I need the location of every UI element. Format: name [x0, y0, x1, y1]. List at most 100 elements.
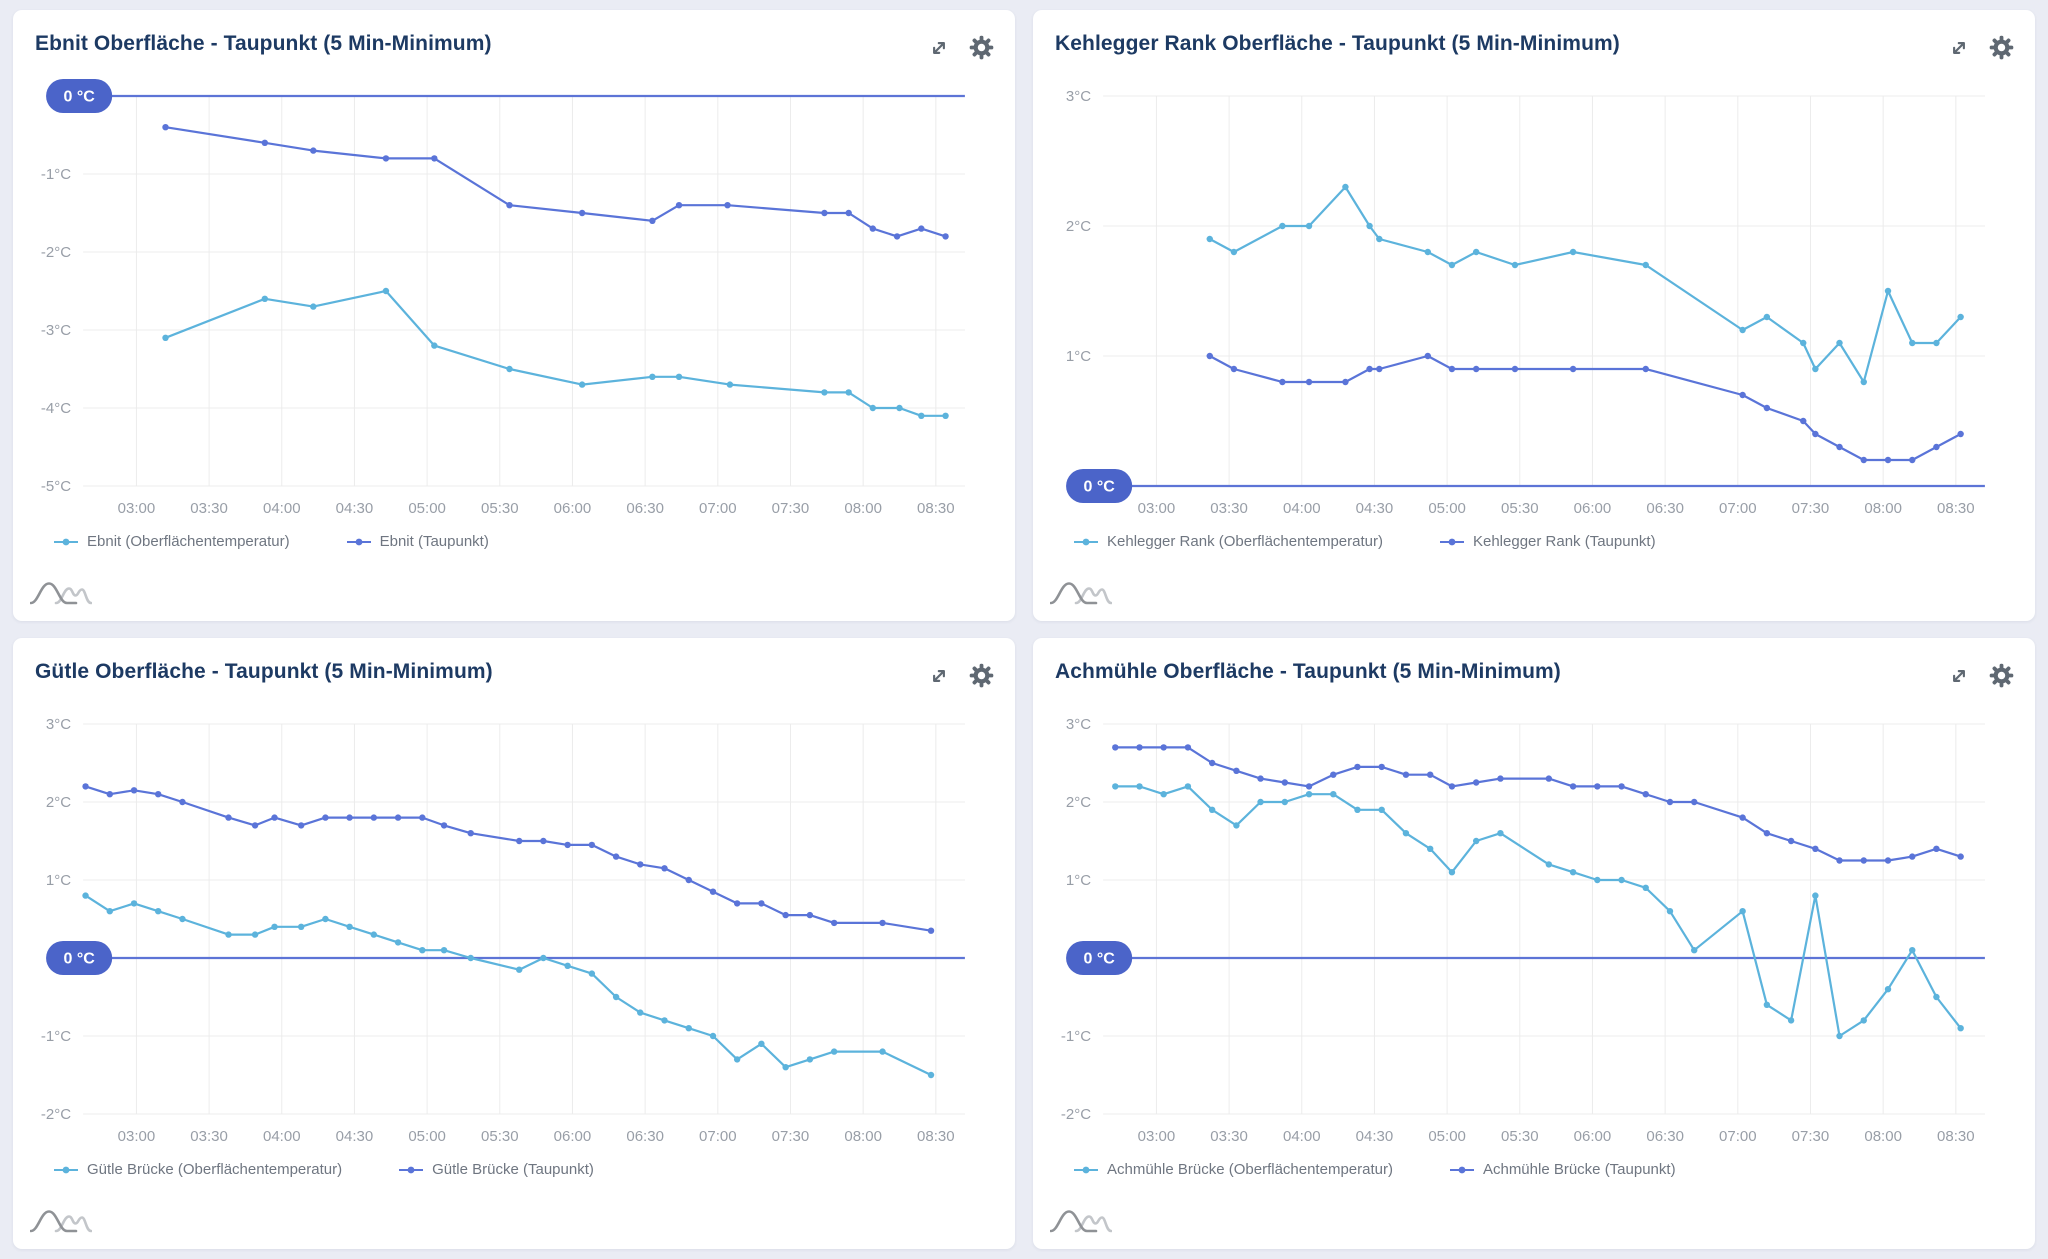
legend-item-dewpoint[interactable]: Achmühle Brücke (Taupunkt) — [1449, 1161, 1676, 1178]
gear-icon[interactable] — [968, 34, 995, 61]
legend-item-dewpoint[interactable]: Kehlegger Rank (Taupunkt) — [1439, 533, 1656, 550]
chart-legend: Ebnit (Oberflächentemperatur) Ebnit (Tau… — [13, 533, 1015, 550]
hills-logo-icon — [29, 1206, 93, 1236]
svg-text:07:30: 07:30 — [1792, 1128, 1830, 1145]
gear-icon[interactable] — [1988, 662, 2015, 689]
expand-icon[interactable] — [926, 35, 952, 61]
svg-text:07:30: 07:30 — [772, 1128, 810, 1145]
expand-icon[interactable] — [1946, 663, 1972, 689]
svg-text:03:00: 03:00 — [118, 1128, 156, 1145]
svg-text:04:30: 04:30 — [1356, 500, 1394, 517]
legend-item-surface[interactable]: Ebnit (Oberflächentemperatur) — [53, 533, 290, 550]
svg-text:1°C: 1°C — [1066, 348, 1091, 365]
legend-marker-icon — [1439, 538, 1464, 545]
svg-text:-2°C: -2°C — [41, 244, 71, 261]
svg-text:07:00: 07:00 — [699, 500, 737, 517]
panel-title: Ebnit Oberfläche - Taupunkt (5 Min-Minim… — [35, 32, 492, 55]
svg-text:03:30: 03:30 — [1210, 1128, 1248, 1145]
svg-text:03:30: 03:30 — [1210, 500, 1248, 517]
svg-text:08:30: 08:30 — [917, 500, 955, 517]
svg-text:3°C: 3°C — [46, 716, 71, 733]
svg-text:06:00: 06:00 — [1574, 1128, 1612, 1145]
svg-text:2°C: 2°C — [1066, 218, 1091, 235]
legend-label: Achmühle Brücke (Oberflächentemperatur) — [1107, 1161, 1393, 1178]
hills-logo-icon — [29, 578, 93, 608]
panel-actions — [926, 662, 995, 689]
legend-marker-icon — [1074, 538, 1098, 545]
gear-icon[interactable] — [968, 662, 995, 689]
svg-text:03:00: 03:00 — [118, 500, 156, 517]
panel-title: Kehlegger Rank Oberfläche - Taupunkt (5 … — [1055, 32, 1620, 55]
panel-guetle: Gütle Oberfläche - Taupunkt (5 Min-Minim… — [13, 638, 1015, 1249]
legend-item-dewpoint[interactable]: Ebnit (Taupunkt) — [346, 533, 489, 550]
svg-text:06:00: 06:00 — [554, 1128, 592, 1145]
expand-icon[interactable] — [926, 663, 952, 689]
legend-label: Gütle Brücke (Oberflächentemperatur) — [87, 1161, 343, 1178]
line-chart: 03:00 03:30 04:00 04:30 05:00 05:30 06:00 06:30… — [41, 79, 965, 517]
svg-text:07:30: 07:30 — [1792, 500, 1830, 517]
svg-text:0 °C: 0 °C — [1083, 479, 1115, 496]
panel-title: Gütle Oberfläche - Taupunkt (5 Min-Minim… — [35, 660, 493, 683]
zero-badge: 0 °C — [1066, 941, 1133, 975]
svg-text:04:30: 04:30 — [1356, 1128, 1394, 1145]
svg-text:2°C: 2°C — [1066, 794, 1091, 811]
line-chart: 03:00 03:30 04:00 04:30 05:00 05:30 06:00 06:30… — [1061, 716, 1985, 1145]
svg-text:05:30: 05:30 — [481, 1128, 519, 1145]
svg-text:04:00: 04:00 — [263, 500, 301, 517]
svg-text:07:30: 07:30 — [772, 500, 810, 517]
gear-icon[interactable] — [1988, 34, 2015, 61]
panel-kehlegger-rank: Kehlegger Rank Oberfläche - Taupunkt (5 … — [1033, 10, 2035, 621]
panel-header: Kehlegger Rank Oberfläche - Taupunkt (5 … — [1033, 10, 2035, 66]
panel-actions — [926, 34, 995, 61]
svg-text:-4°C: -4°C — [41, 400, 71, 417]
svg-text:-3°C: -3°C — [41, 322, 71, 339]
svg-text:06:00: 06:00 — [554, 500, 592, 517]
svg-text:08:00: 08:00 — [844, 500, 882, 517]
svg-text:0 °C: 0 °C — [63, 89, 95, 106]
svg-text:04:00: 04:00 — [263, 1128, 301, 1145]
svg-text:-1°C: -1°C — [1061, 1028, 1091, 1045]
svg-text:08:30: 08:30 — [917, 1128, 955, 1145]
legend-item-surface[interactable]: Kehlegger Rank (Oberflächentemperatur) — [1073, 533, 1383, 550]
svg-text:2°C: 2°C — [46, 794, 71, 811]
legend-label: Ebnit (Oberflächentemperatur) — [87, 533, 290, 550]
svg-text:05:00: 05:00 — [1428, 500, 1466, 517]
svg-text:06:30: 06:30 — [1646, 1128, 1684, 1145]
svg-text:1°C: 1°C — [46, 872, 71, 889]
svg-text:05:00: 05:00 — [408, 500, 446, 517]
legend-label: Ebnit (Taupunkt) — [379, 533, 489, 550]
legend-item-surface[interactable]: Achmühle Brücke (Oberflächentemperatur) — [1073, 1161, 1393, 1178]
zero-badge: 0 °C — [46, 79, 113, 113]
legend-label: Achmühle Brücke (Taupunkt) — [1482, 1161, 1676, 1178]
panel-title: Achmühle Oberfläche - Taupunkt (5 Min-Mi… — [1055, 660, 1561, 683]
legend-marker-icon — [54, 1166, 78, 1173]
panel-header: Achmühle Oberfläche - Taupunkt (5 Min-Mi… — [1033, 638, 2035, 694]
svg-text:-2°C: -2°C — [41, 1106, 71, 1123]
hills-logo-icon — [1049, 1206, 1113, 1236]
legend-label: Kehlegger Rank (Oberflächentemperatur) — [1107, 533, 1383, 550]
svg-text:08:00: 08:00 — [1864, 500, 1902, 517]
expand-icon[interactable] — [1946, 35, 1972, 61]
svg-text:05:00: 05:00 — [1428, 1128, 1466, 1145]
svg-text:08:30: 08:30 — [1937, 1128, 1975, 1145]
svg-text:03:00: 03:00 — [1138, 1128, 1176, 1145]
svg-text:0 °C: 0 °C — [63, 951, 95, 968]
panel-actions — [1946, 662, 2015, 689]
svg-text:08:00: 08:00 — [1864, 1128, 1902, 1145]
legend-item-dewpoint[interactable]: Gütle Brücke (Taupunkt) — [398, 1161, 594, 1178]
panel-header: Gütle Oberfläche - Taupunkt (5 Min-Minim… — [13, 638, 1015, 694]
panel-achmuehle: Achmühle Oberfläche - Taupunkt (5 Min-Mi… — [1033, 638, 2035, 1249]
legend-marker-icon — [346, 538, 371, 545]
svg-text:04:30: 04:30 — [336, 1128, 374, 1145]
svg-text:04:30: 04:30 — [336, 500, 374, 517]
svg-text:06:00: 06:00 — [1574, 500, 1612, 517]
svg-text:3°C: 3°C — [1066, 88, 1091, 105]
svg-text:08:30: 08:30 — [1937, 500, 1975, 517]
svg-text:06:30: 06:30 — [1646, 500, 1684, 517]
svg-text:0 °C: 0 °C — [1083, 951, 1115, 968]
svg-text:05:30: 05:30 — [1501, 500, 1539, 517]
svg-text:04:00: 04:00 — [1283, 1128, 1321, 1145]
legend-item-surface[interactable]: Gütle Brücke (Oberflächentemperatur) — [53, 1161, 342, 1178]
panel-actions — [1946, 34, 2015, 61]
